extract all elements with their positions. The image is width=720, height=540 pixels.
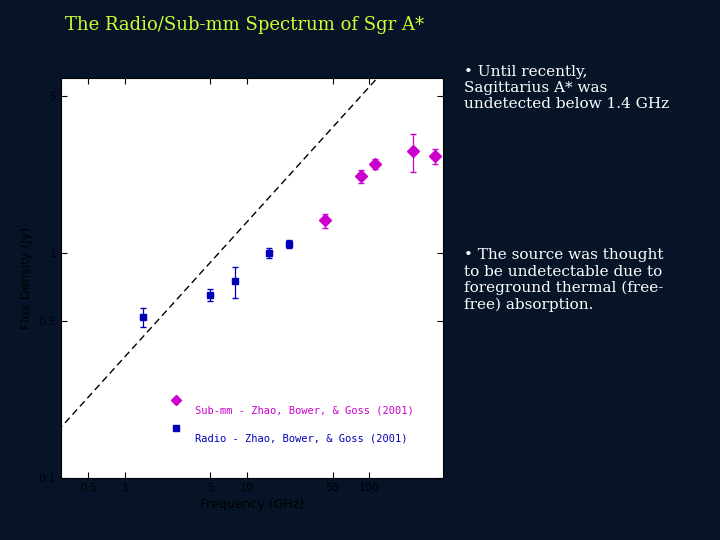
Text: The Radio/Sub-mm Spectrum of Sgr A*: The Radio/Sub-mm Spectrum of Sgr A* (65, 16, 424, 34)
Text: Sub-mm - Zhao, Bower, & Goss (2001): Sub-mm - Zhao, Bower, & Goss (2001) (194, 406, 413, 416)
Text: • The source was thought
to be undetectable due to
foreground thermal (free-
fre: • The source was thought to be undetecta… (464, 248, 664, 312)
X-axis label: Frequency (GHz): Frequency (GHz) (200, 498, 304, 511)
Y-axis label: Flux Density (Jy): Flux Density (Jy) (20, 227, 33, 329)
Text: Radio - Zhao, Bower, & Goss (2001): Radio - Zhao, Bower, & Goss (2001) (194, 434, 408, 444)
Text: • Until recently,
Sagittarius A* was
undetected below 1.4 GHz: • Until recently, Sagittarius A* was und… (464, 65, 670, 111)
